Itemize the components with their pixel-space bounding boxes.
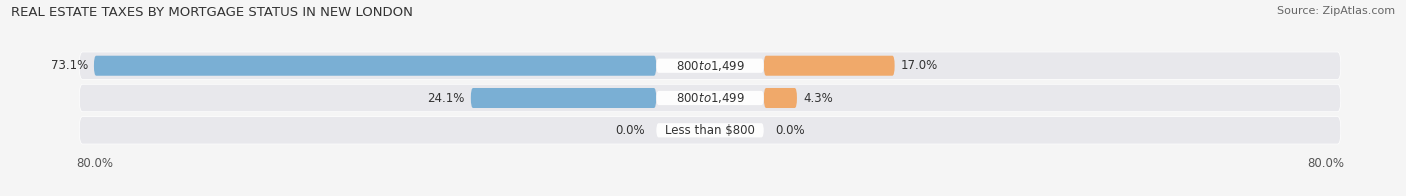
Legend: Without Mortgage, With Mortgage: Without Mortgage, With Mortgage xyxy=(585,193,835,196)
Text: Source: ZipAtlas.com: Source: ZipAtlas.com xyxy=(1277,6,1395,16)
FancyBboxPatch shape xyxy=(657,123,763,137)
Text: 0.0%: 0.0% xyxy=(614,124,644,137)
Text: 24.1%: 24.1% xyxy=(427,92,464,104)
FancyBboxPatch shape xyxy=(763,88,797,108)
FancyBboxPatch shape xyxy=(94,56,657,76)
Text: 4.3%: 4.3% xyxy=(803,92,832,104)
Text: 73.1%: 73.1% xyxy=(51,59,87,72)
FancyBboxPatch shape xyxy=(471,88,657,108)
Text: Less than $800: Less than $800 xyxy=(665,124,755,137)
FancyBboxPatch shape xyxy=(657,91,763,105)
Text: 17.0%: 17.0% xyxy=(901,59,938,72)
FancyBboxPatch shape xyxy=(763,56,894,76)
FancyBboxPatch shape xyxy=(79,52,1341,79)
FancyBboxPatch shape xyxy=(79,84,1341,112)
FancyBboxPatch shape xyxy=(657,59,763,73)
Text: $800 to $1,499: $800 to $1,499 xyxy=(675,91,745,105)
FancyBboxPatch shape xyxy=(79,117,1341,144)
Text: REAL ESTATE TAXES BY MORTGAGE STATUS IN NEW LONDON: REAL ESTATE TAXES BY MORTGAGE STATUS IN … xyxy=(11,6,413,19)
Text: 0.0%: 0.0% xyxy=(776,124,806,137)
Text: $800 to $1,499: $800 to $1,499 xyxy=(675,59,745,73)
